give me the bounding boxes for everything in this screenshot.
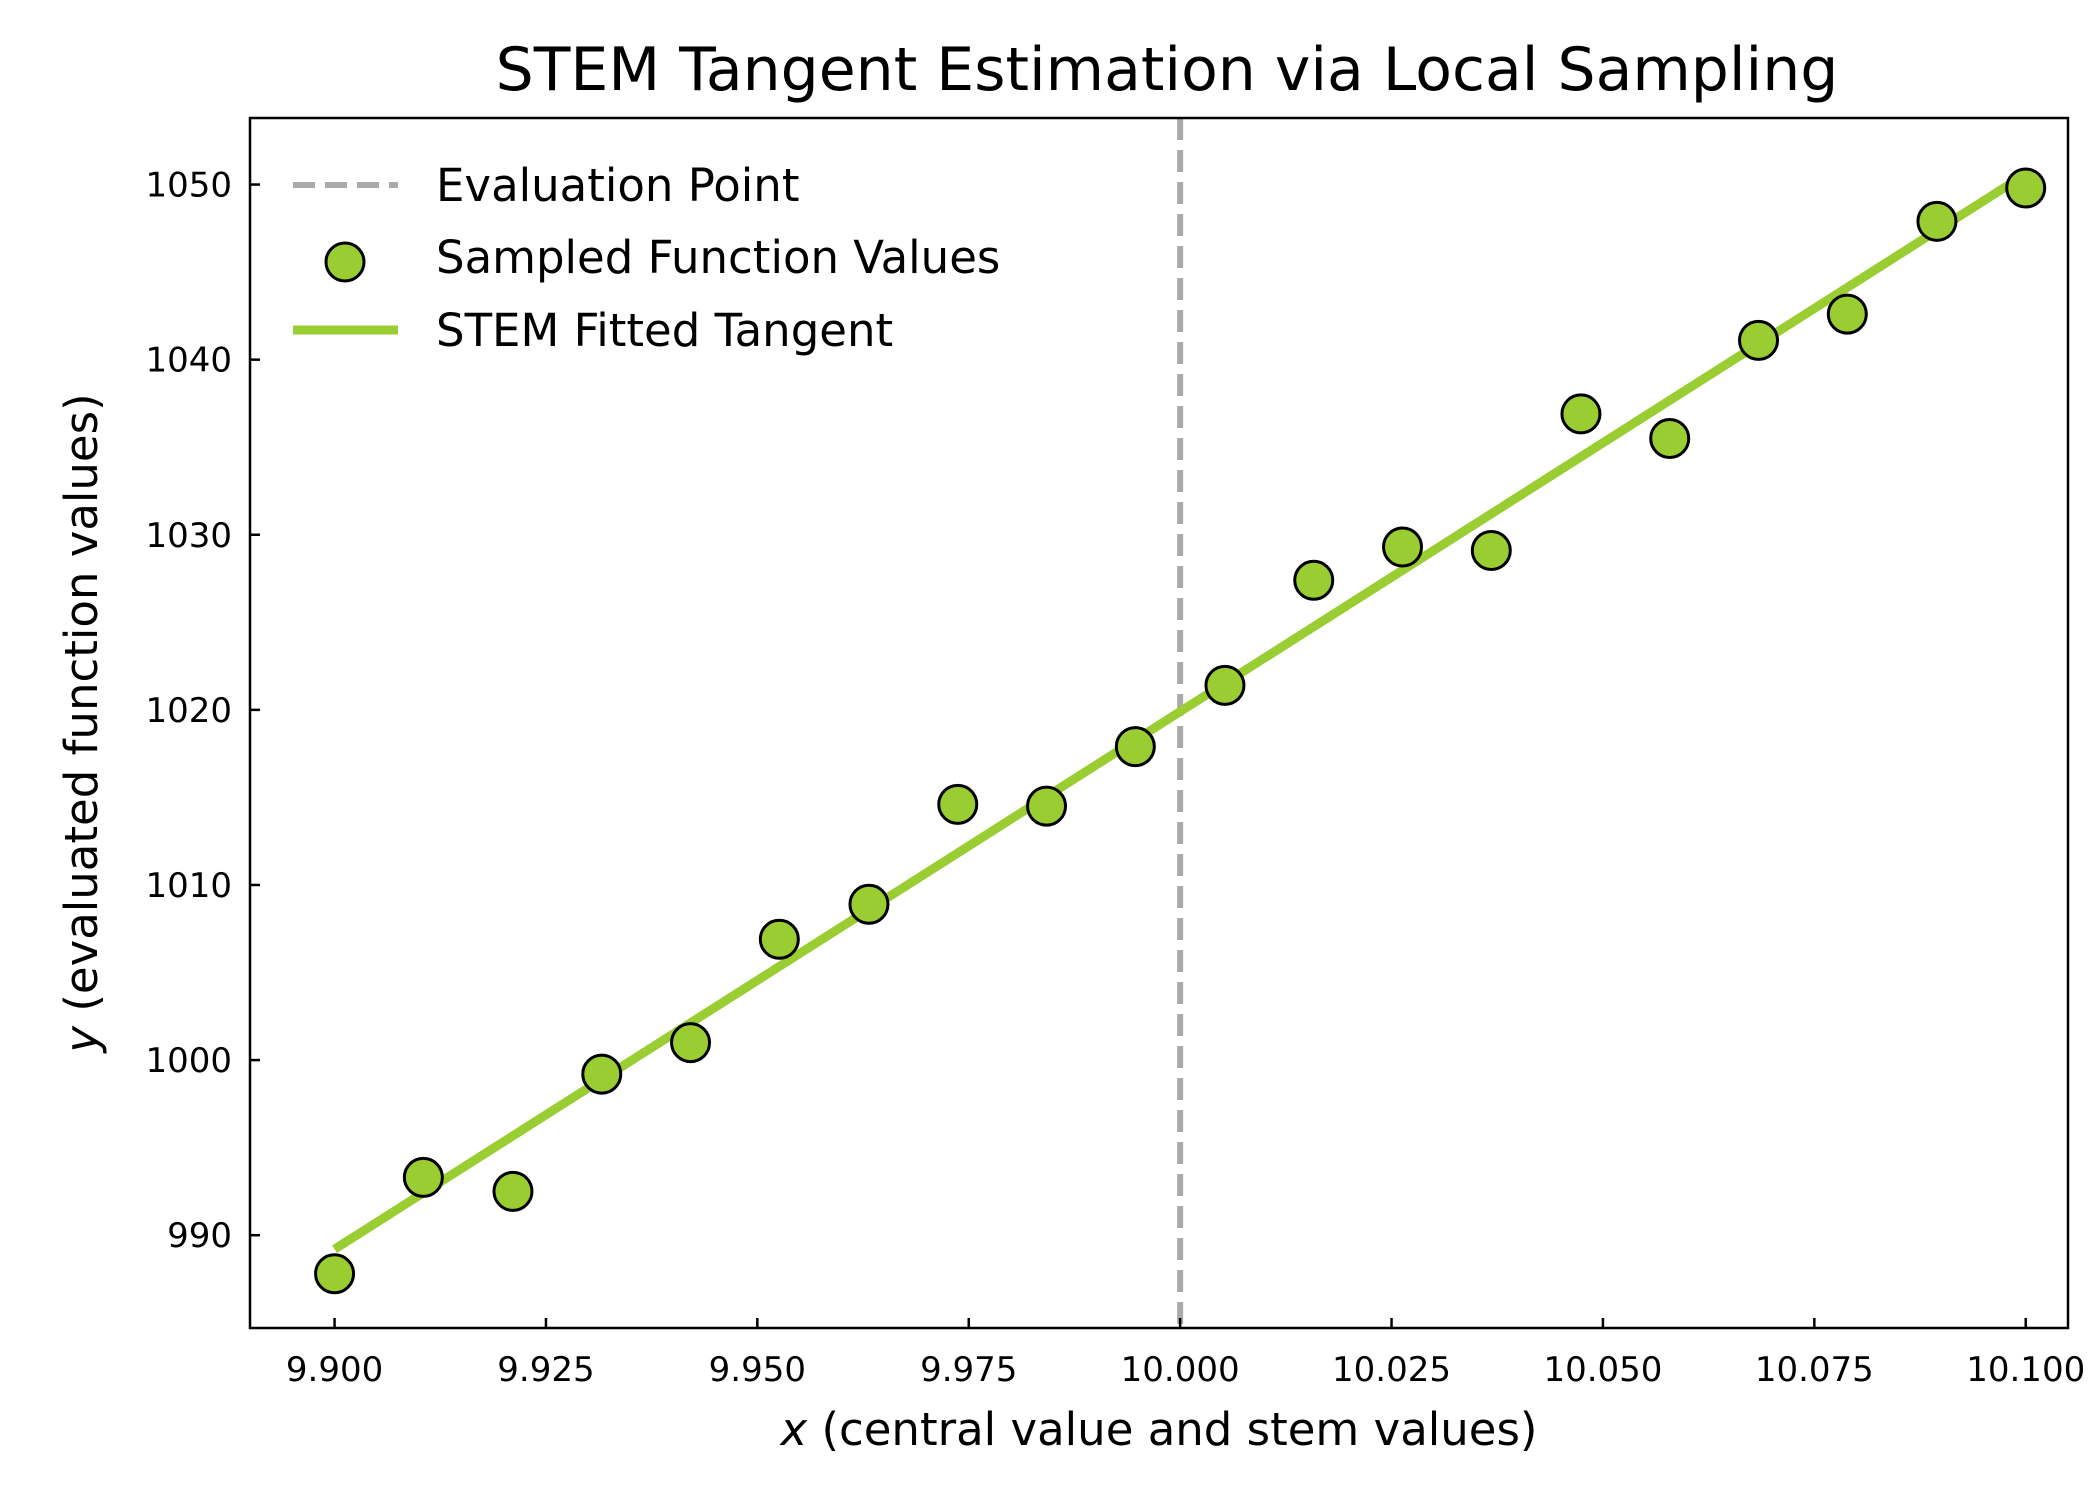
sample-point xyxy=(1470,530,1512,572)
y-axis: 990 1000 1010 1020 1030 1040 1050 xyxy=(145,166,260,1256)
sample-point xyxy=(1738,319,1780,361)
y-axis-label-var: y xyxy=(55,1025,108,1055)
sample-point xyxy=(670,1022,712,1064)
plot-frame xyxy=(248,116,2070,1330)
x-tick-label: 10.025 xyxy=(1332,1350,1451,1390)
sample-point xyxy=(581,1053,623,1095)
x-tick-label: 9.950 xyxy=(709,1350,806,1390)
sample-point xyxy=(492,1170,534,1212)
x-axis-label-var: x xyxy=(779,1403,808,1456)
sample-point xyxy=(1382,526,1424,568)
chart-title: STEM Tangent Estimation via Local Sampli… xyxy=(496,35,1839,105)
y-tick-label: 1030 xyxy=(145,516,232,556)
sample-point xyxy=(1114,726,1156,768)
sample-point xyxy=(937,783,979,825)
legend-sampled-values-label: Sampled Function Values xyxy=(436,231,1000,284)
sample-point xyxy=(1560,393,1602,435)
x-axis-label-text: (central value and stem values) xyxy=(807,1403,1537,1456)
sample-point xyxy=(1826,293,1868,335)
y-tick-label: 1000 xyxy=(145,1041,232,1081)
x-axis-label: x (central value and stem values) xyxy=(779,1403,1538,1456)
sample-point xyxy=(402,1156,444,1198)
legend-fitted-tangent-label: STEM Fitted Tangent xyxy=(436,304,893,357)
sample-point xyxy=(1204,664,1246,706)
sample-point xyxy=(2005,167,2047,209)
plot-area xyxy=(314,118,2047,1328)
y-axis-label-text: (evaluated function values) xyxy=(55,393,108,1026)
y-tick-label: 990 xyxy=(167,1216,232,1256)
legend-sampled-values-swatch xyxy=(324,241,366,283)
x-tick-label: 9.975 xyxy=(920,1350,1017,1390)
x-tick-label: 9.925 xyxy=(497,1350,594,1390)
y-tick-label: 1020 xyxy=(145,691,232,731)
x-tick-label: 10.050 xyxy=(1543,1350,1662,1390)
y-tick-label: 1040 xyxy=(145,341,232,381)
x-tick-label: 9.900 xyxy=(286,1350,383,1390)
sample-point xyxy=(848,883,890,925)
y-axis-label: y (evaluated function values) xyxy=(55,393,108,1054)
x-tick-label: 10.000 xyxy=(1121,1350,1240,1390)
sample-point xyxy=(314,1253,356,1295)
x-axis: 9.900 9.925 9.950 9.975 10.000 10.025 10.050 10… xyxy=(286,1318,2085,1390)
sample-point xyxy=(1293,559,1335,601)
sample-point xyxy=(758,918,800,960)
sample-point xyxy=(1026,785,1068,827)
sample-point xyxy=(1649,417,1691,459)
legend: Evaluation Point Sampled Function Values S… xyxy=(293,159,1000,357)
legend-evaluation-point-label: Evaluation Point xyxy=(436,159,799,212)
y-tick-label: 1050 xyxy=(145,166,232,206)
x-tick-label: 10.100 xyxy=(1966,1350,2085,1390)
sample-point xyxy=(1916,200,1958,242)
x-tick-label: 10.075 xyxy=(1755,1350,1874,1390)
y-tick-label: 1010 xyxy=(145,866,232,906)
